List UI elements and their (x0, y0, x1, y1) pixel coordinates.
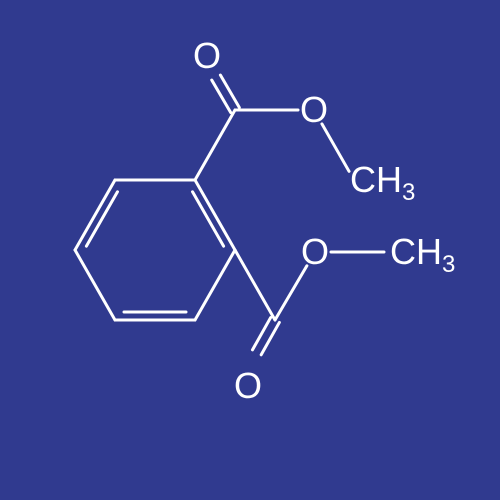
atom-label: CH3 (350, 159, 415, 206)
bond (195, 250, 235, 320)
atom-label: O (300, 89, 328, 130)
bond (235, 250, 275, 320)
molecule-svg: O O CH3 O O CH3 (0, 0, 500, 500)
bond (195, 110, 235, 180)
bond (75, 180, 115, 250)
bond (75, 250, 115, 320)
bond (275, 266, 307, 320)
atom-label: CH3 (390, 231, 455, 278)
bond (322, 124, 349, 171)
bond (195, 180, 235, 250)
atom-label: O (193, 35, 221, 76)
chemical-structure-canvas: O O CH3 O O CH3 (0, 0, 500, 500)
atom-label: O (301, 231, 329, 272)
atom-label: O (234, 365, 262, 406)
